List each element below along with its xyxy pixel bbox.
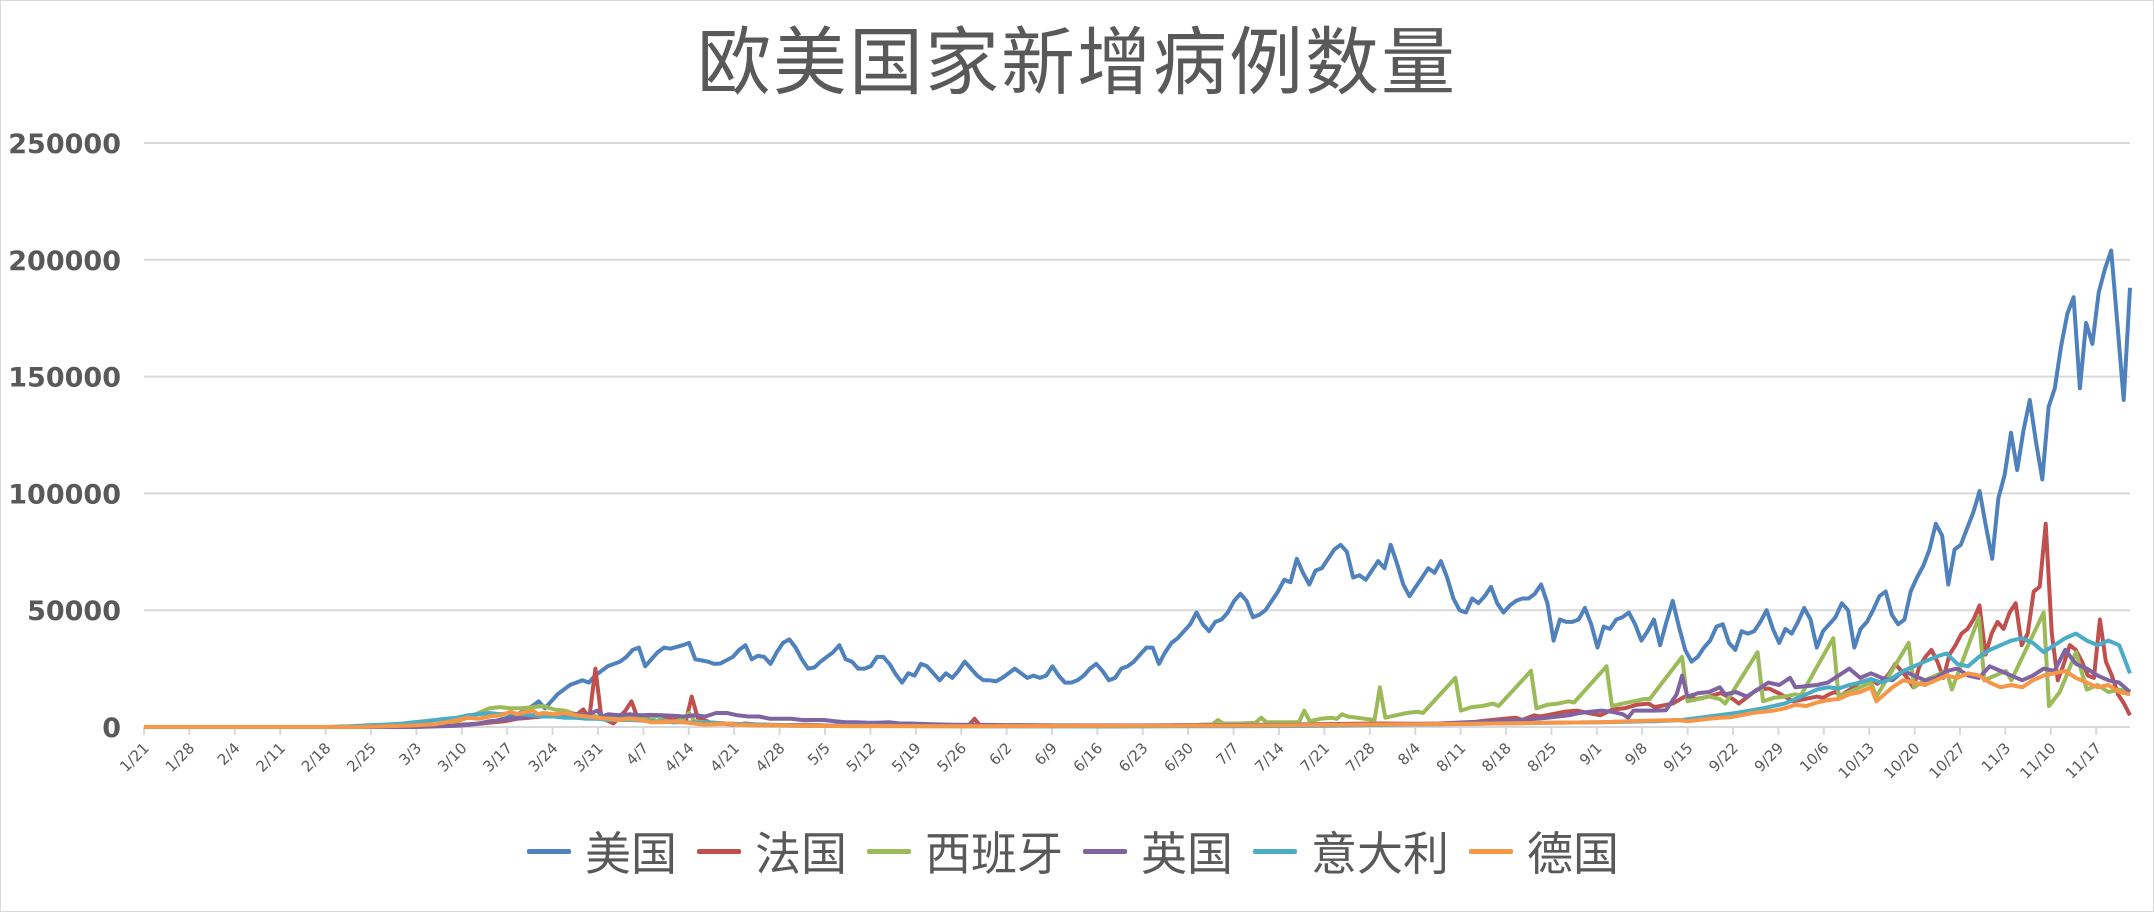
x-tick-label: 7/7 xyxy=(1213,739,1243,769)
x-tick-label: 11/10 xyxy=(2016,739,2059,782)
x-tick-label: 3/10 xyxy=(434,739,471,776)
x-tick-label: 6/23 xyxy=(1115,739,1152,776)
legend-swatch-spain xyxy=(867,848,911,854)
x-tick-label: 1/28 xyxy=(162,739,199,776)
x-tick-label: 6/2 xyxy=(986,739,1016,769)
x-tick-label: 2/4 xyxy=(214,739,244,769)
x-tick-label: 11/17 xyxy=(2062,739,2105,782)
x-tick-label: 4/14 xyxy=(661,739,698,776)
x-tick-label: 7/28 xyxy=(1342,739,1379,776)
x-tick-label: 2/11 xyxy=(252,739,289,776)
x-tick-label: 6/16 xyxy=(1070,739,1107,776)
y-tick-label: 250000 xyxy=(8,129,121,160)
x-tick-label: 10/20 xyxy=(1880,739,1923,782)
series-line-us xyxy=(144,248,2132,729)
x-tick-label: 8/11 xyxy=(1433,739,1470,776)
legend-swatch-germany xyxy=(1469,848,1513,854)
legend-label-france: 法国 xyxy=(755,827,847,881)
data-series xyxy=(144,248,2132,729)
x-tick-label: 4/28 xyxy=(752,739,789,776)
x-tick-label: 7/21 xyxy=(1297,739,1334,776)
x-axis: 1/21 1/28 2/4 2/11 2/18 2/25 3/3 3/10 3/17 3/24 3/… xyxy=(116,726,2130,782)
legend-item-spain: 西班牙 xyxy=(867,818,1071,884)
series-line-spain xyxy=(144,610,2131,729)
x-tick-label: 10/6 xyxy=(1796,739,1833,776)
legend-swatch-uk xyxy=(1083,848,1127,854)
y-axis-ticks: 0 50000 100000 150000 200000 250000 xyxy=(8,129,121,744)
gridlines xyxy=(144,142,2130,612)
x-tick-label: 3/31 xyxy=(570,739,607,776)
x-tick-label: 10/27 xyxy=(1926,739,1969,782)
x-tick-label: 8/4 xyxy=(1394,739,1424,769)
series-line-germany xyxy=(144,668,2131,729)
y-tick-label: 50000 xyxy=(27,596,121,627)
y-tick-label: 200000 xyxy=(8,246,121,277)
x-tick-label: 9/1 xyxy=(1576,739,1606,769)
x-tick-label: 1/21 xyxy=(116,739,153,776)
legend-item-uk: 英国 xyxy=(1083,818,1241,884)
x-tick-label: 7/14 xyxy=(1251,739,1288,776)
x-tick-label: 2/25 xyxy=(343,739,380,776)
legend-label-italy: 意大利 xyxy=(1311,827,1449,881)
x-tick-label: 5/26 xyxy=(933,739,970,776)
x-tick-label: 5/5 xyxy=(804,739,834,769)
x-tick-label: 6/30 xyxy=(1160,739,1197,776)
y-tick-label: 0 xyxy=(102,713,121,744)
legend: 美国 法国 西班牙 英国 意大利 德国 xyxy=(0,818,2154,884)
x-tick-label: 5/19 xyxy=(888,739,925,776)
x-tick-label: 9/29 xyxy=(1751,739,1788,776)
legend-label-us: 美国 xyxy=(585,827,677,881)
x-tick-label: 9/15 xyxy=(1660,739,1697,776)
legend-swatch-italy xyxy=(1253,848,1297,854)
legend-item-germany: 德国 xyxy=(1469,818,1627,884)
legend-item-italy: 意大利 xyxy=(1253,818,1457,884)
legend-label-germany: 德国 xyxy=(1527,827,1619,881)
x-tick-label: 5/12 xyxy=(843,739,880,776)
y-tick-label: 150000 xyxy=(8,363,121,394)
x-tick-label: 8/18 xyxy=(1478,739,1515,776)
x-tick-label: 10/13 xyxy=(1835,739,1878,782)
y-tick-label: 100000 xyxy=(8,479,121,510)
series-line-france xyxy=(144,521,2132,729)
x-tick-label: 6/9 xyxy=(1031,739,1061,769)
x-tick-label: 9/22 xyxy=(1705,739,1742,776)
x-tick-label: 3/24 xyxy=(525,739,562,776)
legend-item-france: 法国 xyxy=(697,818,855,884)
legend-item-us: 美国 xyxy=(527,818,685,884)
x-tick-label: 3/3 xyxy=(395,739,425,769)
legend-swatch-us xyxy=(527,848,571,854)
x-tick-label: 2/18 xyxy=(298,739,335,776)
chart-title: 欧美国家新增病例数量 xyxy=(697,20,1457,106)
x-tick-label: 8/25 xyxy=(1524,739,1561,776)
legend-label-spain: 西班牙 xyxy=(925,827,1063,881)
legend-swatch-france xyxy=(697,848,741,854)
series-line-uk xyxy=(144,647,2132,729)
x-tick-label: 9/8 xyxy=(1621,739,1651,769)
x-tick-label: 4/21 xyxy=(706,739,743,776)
legend-label-uk: 英国 xyxy=(1141,827,1233,881)
x-tick-label: 11/3 xyxy=(1978,739,2015,776)
x-tick-label: 3/17 xyxy=(479,739,516,776)
x-tick-label: 4/7 xyxy=(622,739,652,769)
